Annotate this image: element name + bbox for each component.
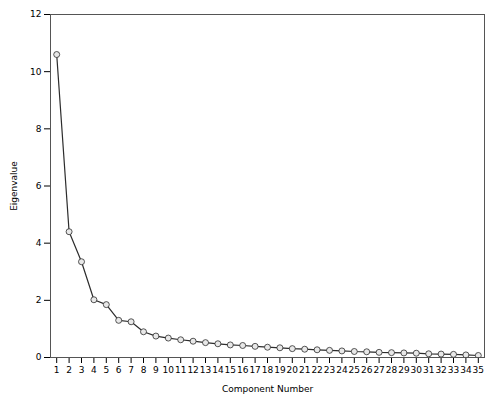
svg-text:19: 19 <box>274 365 286 375</box>
svg-text:10: 10 <box>163 365 175 375</box>
svg-text:35: 35 <box>473 365 484 375</box>
svg-text:23: 23 <box>324 365 335 375</box>
svg-text:3: 3 <box>79 365 85 375</box>
svg-text:18: 18 <box>262 365 274 375</box>
svg-text:27: 27 <box>373 365 384 375</box>
svg-text:24: 24 <box>336 365 348 375</box>
svg-text:Eigenvalue: Eigenvalue <box>9 161 19 211</box>
svg-text:32: 32 <box>435 365 446 375</box>
svg-text:6: 6 <box>116 365 122 375</box>
svg-text:29: 29 <box>398 365 410 375</box>
svg-text:13: 13 <box>200 365 211 375</box>
svg-text:7: 7 <box>128 365 134 375</box>
svg-text:25: 25 <box>349 365 360 375</box>
svg-text:5: 5 <box>103 365 109 375</box>
svg-text:28: 28 <box>386 365 398 375</box>
svg-text:26: 26 <box>361 365 373 375</box>
svg-text:34: 34 <box>460 365 472 375</box>
svg-text:15: 15 <box>225 365 236 375</box>
svg-text:16: 16 <box>237 365 249 375</box>
svg-text:1: 1 <box>54 365 60 375</box>
svg-text:17: 17 <box>249 365 260 375</box>
svg-text:20: 20 <box>287 365 299 375</box>
svg-text:21: 21 <box>299 365 310 375</box>
svg-text:22: 22 <box>311 365 322 375</box>
svg-text:4: 4 <box>91 365 97 375</box>
svg-text:11: 11 <box>175 365 186 375</box>
svg-text:10: 10 <box>30 67 42 77</box>
svg-text:33: 33 <box>448 365 459 375</box>
svg-text:4: 4 <box>36 238 42 248</box>
svg-text:6: 6 <box>36 181 42 191</box>
svg-text:Component Number: Component Number <box>222 384 314 394</box>
svg-text:14: 14 <box>212 365 224 375</box>
svg-text:12: 12 <box>187 365 198 375</box>
svg-text:8: 8 <box>141 365 147 375</box>
svg-text:30: 30 <box>411 365 423 375</box>
svg-text:31: 31 <box>423 365 434 375</box>
svg-text:2: 2 <box>36 295 42 305</box>
svg-text:8: 8 <box>36 124 42 134</box>
svg-text:9: 9 <box>153 365 159 375</box>
svg-text:2: 2 <box>66 365 72 375</box>
svg-text:12: 12 <box>30 9 41 19</box>
svg-text:0: 0 <box>36 352 42 362</box>
